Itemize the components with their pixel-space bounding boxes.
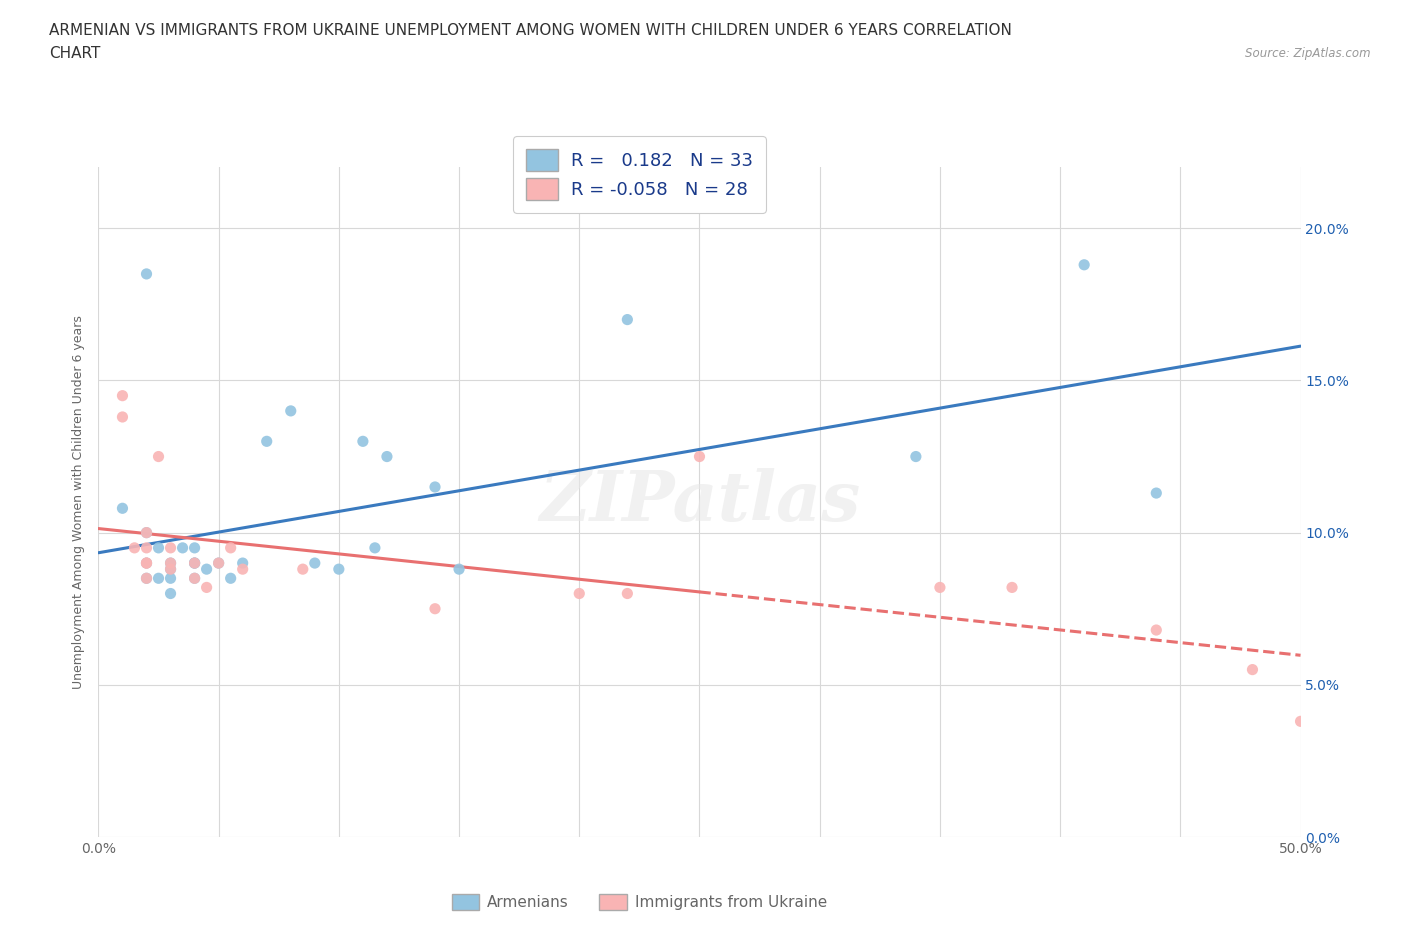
Point (111, 388, 134, 403)
Point (1144, 622, 1167, 637)
Point (159, 555, 181, 570)
Point (423, 480, 446, 495)
Point (423, 602, 446, 617)
Point (159, 586, 181, 601)
Point (124, 540, 146, 555)
Point (364, 540, 387, 555)
Point (135, 555, 157, 570)
Point (447, 562, 470, 577)
Point (1289, 714, 1312, 729)
Point (208, 555, 231, 570)
Point (183, 555, 205, 570)
Point (135, 525, 157, 540)
Point (159, 562, 181, 577)
Point (689, 449, 711, 464)
Point (183, 555, 205, 570)
Point (232, 555, 254, 570)
Text: CHART: CHART (49, 46, 101, 61)
Point (280, 404, 302, 418)
Legend: Armenians, Immigrants from Ukraine: Armenians, Immigrants from Ukraine (446, 888, 832, 916)
Point (904, 449, 927, 464)
Point (183, 571, 205, 586)
Point (1073, 258, 1095, 272)
Point (616, 586, 638, 601)
Point (1144, 485, 1167, 500)
Point (111, 501, 134, 516)
Point (328, 562, 350, 577)
Y-axis label: Unemployment Among Women with Children Under 6 years: Unemployment Among Women with Children U… (72, 315, 86, 689)
Point (219, 540, 242, 555)
Point (183, 571, 205, 586)
Point (159, 571, 181, 586)
Point (352, 434, 374, 449)
Point (568, 586, 591, 601)
Point (148, 540, 170, 555)
Point (135, 525, 157, 540)
Point (111, 409, 134, 424)
Point (375, 449, 398, 464)
Point (135, 571, 157, 586)
Point (219, 571, 242, 586)
Text: Source: ZipAtlas.com: Source: ZipAtlas.com (1246, 46, 1371, 60)
Point (195, 580, 218, 595)
Point (135, 267, 157, 282)
Point (172, 540, 194, 555)
Point (195, 562, 218, 577)
Point (304, 555, 326, 570)
Point (291, 562, 314, 577)
Point (928, 580, 950, 595)
Point (232, 562, 254, 577)
Point (148, 571, 170, 586)
Point (616, 312, 638, 327)
Point (183, 540, 205, 555)
Point (256, 434, 278, 449)
Point (159, 540, 181, 555)
Point (135, 540, 157, 555)
Point (208, 555, 231, 570)
Text: ARMENIAN VS IMMIGRANTS FROM UKRAINE UNEMPLOYMENT AMONG WOMEN WITH CHILDREN UNDER: ARMENIAN VS IMMIGRANTS FROM UKRAINE UNEM… (49, 23, 1012, 38)
Point (135, 555, 157, 570)
Point (135, 571, 157, 586)
Point (183, 555, 205, 570)
Point (135, 555, 157, 570)
Point (159, 555, 181, 570)
Point (1001, 580, 1024, 595)
Point (159, 562, 181, 577)
Point (1241, 662, 1264, 677)
Text: ZIPatlas: ZIPatlas (538, 469, 860, 536)
Point (148, 449, 170, 464)
